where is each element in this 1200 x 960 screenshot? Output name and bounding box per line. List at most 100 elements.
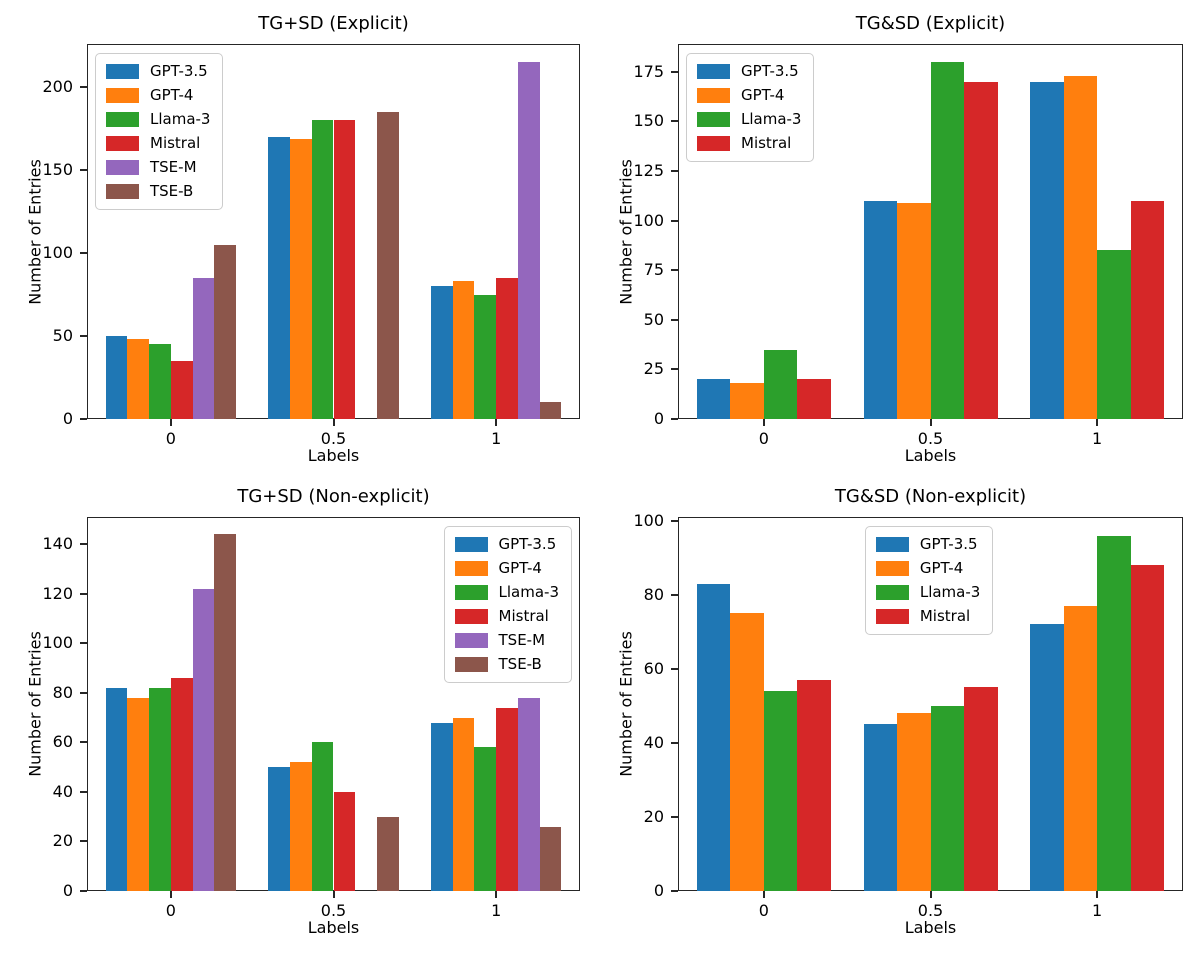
legend-item: Mistral [106, 135, 210, 152]
bar-llama-3-group-2 [1097, 535, 1131, 891]
legend-label: Mistral [150, 134, 201, 152]
legend-item: Llama-3 [875, 584, 980, 601]
x-tick-label: 0 [758, 429, 769, 448]
legend-item: TSE-M [454, 632, 559, 649]
bar-gpt-4-group-2 [1063, 605, 1098, 891]
y-tick-mark [80, 252, 87, 255]
bar-llama-3-group-0 [149, 344, 171, 419]
y-tick-mark [671, 318, 678, 321]
bar-tse-m-group-2 [518, 697, 540, 891]
bar-gpt-3.5-group-0 [105, 336, 128, 419]
bar-tse-b-group-1 [377, 816, 399, 891]
legend-item: Llama-3 [454, 583, 559, 601]
x-axis-label: Labels [904, 446, 957, 465]
y-tick-mark [671, 815, 678, 818]
y-tick-mark [80, 642, 87, 645]
bar-tse-b-group-2 [539, 402, 562, 419]
legend-swatch [454, 657, 488, 672]
bar-llama-3-group-0 [149, 687, 171, 891]
legend-swatch [875, 561, 909, 576]
x-tick-label: 0.5 [320, 901, 347, 920]
bar-gpt-3.5-group-1 [268, 767, 290, 891]
legend-swatch [106, 64, 139, 79]
legend-item: TSE-M [106, 159, 210, 176]
y-tick-label: 175 [633, 61, 664, 81]
bar-mistral-group-1 [333, 120, 356, 419]
y-tick-label: 150 [633, 111, 664, 131]
legend-item: GPT-4 [875, 560, 980, 577]
legend-item: Mistral [697, 135, 801, 152]
bar-gpt-4-group-1 [897, 713, 931, 891]
x-tick-label: 1 [1092, 429, 1103, 448]
legend-item: GPT-3.5 [697, 63, 801, 80]
bar-tse-m-group-0 [192, 278, 215, 419]
y-tick-mark [80, 86, 87, 89]
bar-mistral-group-0 [170, 678, 193, 891]
legend-swatch [875, 609, 909, 624]
legend-label: GPT-3.5 [150, 62, 208, 80]
x-tick-label: 0 [165, 429, 176, 448]
legend-item: GPT-4 [106, 87, 210, 104]
y-tick-label: 80 [643, 584, 664, 604]
y-tick-mark [80, 840, 87, 843]
bar-gpt-3.5-group-1 [863, 200, 898, 419]
y-tick-label: 0 [653, 881, 664, 900]
legend-item: Mistral [875, 608, 980, 625]
bar-gpt-3.5-group-2 [430, 722, 453, 891]
x-tick-label: 1 [491, 901, 502, 920]
y-tick-label: 100 [633, 510, 664, 530]
bar-gpt-4-group-0 [730, 613, 764, 891]
legend-label: GPT-4 [741, 86, 785, 104]
chart-title: TG+SD (Explicit) [258, 13, 409, 34]
bar-mistral-group-2 [1130, 200, 1165, 419]
legend-swatch [697, 88, 730, 103]
x-tick-label: 0 [758, 901, 769, 920]
bar-mistral-group-0 [797, 679, 831, 891]
x-tick-mark [169, 419, 172, 426]
x-tick-mark [762, 891, 765, 898]
y-tick-mark [671, 368, 678, 371]
y-tick-label: 150 [42, 160, 73, 180]
y-tick-mark [80, 335, 87, 338]
legend-label: GPT-3.5 [498, 535, 557, 553]
bar-tse-b-group-0 [214, 244, 237, 419]
legend-swatch [106, 136, 139, 151]
legend-swatch [697, 64, 730, 79]
bar-mistral-group-2 [496, 278, 518, 419]
bar-gpt-3.5-group-2 [1030, 624, 1064, 891]
legend-item: GPT-4 [697, 87, 801, 104]
x-axis-label: Labels [307, 446, 360, 465]
y-tick-label: 0 [62, 881, 73, 900]
x-tick-mark [332, 891, 335, 898]
y-tick-label: 140 [42, 534, 73, 554]
bar-llama-3-group-0 [763, 349, 798, 419]
y-axis-label: Number of Entries [616, 158, 636, 305]
x-tick-mark [332, 419, 335, 426]
legend-label: Llama-3 [498, 583, 559, 601]
legend: GPT-3.5 GPT-4 Llama-3 Mistral TSE-M TSE-B [95, 53, 224, 210]
bar-llama-3-group-1 [311, 742, 334, 891]
bar-gpt-4-group-1 [290, 138, 312, 419]
y-tick-mark [671, 593, 678, 596]
bar-gpt-4-group-0 [127, 339, 150, 419]
legend-swatch [454, 609, 488, 624]
y-axis-label: Number of Entries [616, 631, 636, 777]
legend-item: GPT-3.5 [106, 63, 210, 80]
bar-tse-m-group-2 [518, 62, 540, 419]
bar-llama-3-group-0 [763, 691, 798, 891]
y-tick-label: 20 [52, 831, 73, 851]
legend-item: GPT-3.5 [875, 536, 980, 553]
y-tick-label: 75 [643, 260, 664, 280]
bar-gpt-4-group-2 [1063, 75, 1098, 419]
chart-title: TG+SD (Non-explicit) [237, 486, 430, 507]
bar-tse-b-group-0 [214, 534, 237, 891]
bar-mistral-group-0 [797, 379, 831, 419]
bar-gpt-4-group-2 [452, 717, 475, 891]
bar-llama-3-group-2 [1097, 250, 1131, 419]
y-tick-mark [671, 120, 678, 123]
y-tick-mark [80, 592, 87, 595]
bar-llama-3-group-1 [930, 705, 964, 891]
x-tick-label: 0 [165, 901, 176, 920]
x-tick-label: 1 [491, 429, 502, 448]
x-tick-label: 0.5 [917, 429, 944, 448]
